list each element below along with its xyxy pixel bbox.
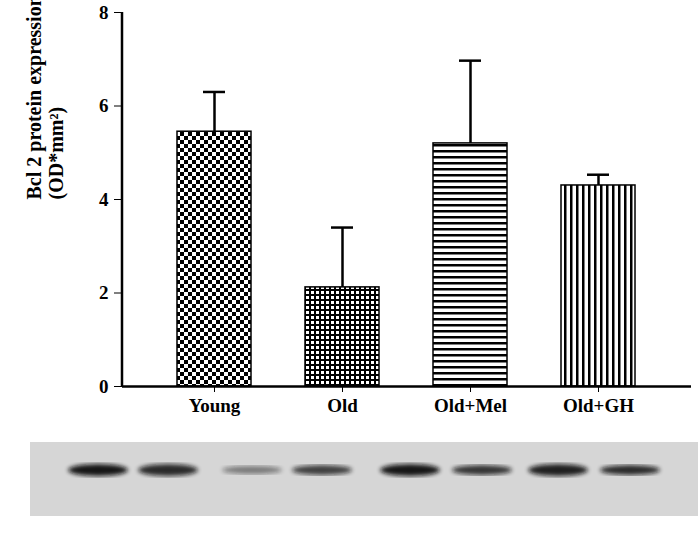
svg-text:0: 0 xyxy=(99,376,109,397)
svg-text:2: 2 xyxy=(99,282,109,303)
svg-text:Old+Mel: Old+Mel xyxy=(434,395,507,416)
svg-text:Old: Old xyxy=(327,395,358,416)
svg-text:Young: Young xyxy=(189,395,241,416)
svg-text:Old+GH: Old+GH xyxy=(563,395,634,416)
svg-text:8: 8 xyxy=(99,2,109,23)
svg-text:6: 6 xyxy=(99,95,109,116)
svg-text:Bcl 2 protein expression(OD*mm: Bcl 2 protein expression(OD*mm²) xyxy=(23,0,68,200)
svg-text:4: 4 xyxy=(99,189,109,210)
